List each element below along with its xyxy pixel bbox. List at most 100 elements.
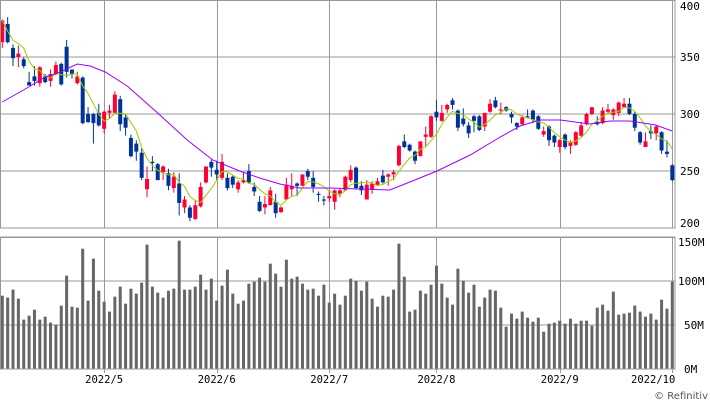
candle-body <box>16 53 21 57</box>
candle-body <box>134 143 139 152</box>
candle-body <box>375 181 380 185</box>
candle-body <box>536 116 541 129</box>
volume-bar <box>606 310 610 369</box>
candle-body <box>343 176 348 191</box>
volume-bar <box>6 297 10 369</box>
candle-body <box>413 151 418 161</box>
price-panel-frame <box>0 0 676 229</box>
volume-bar <box>413 309 417 369</box>
volume-bar <box>370 298 374 369</box>
candle-body <box>128 137 133 157</box>
candle <box>225 173 230 191</box>
candle-body <box>209 161 214 168</box>
candle-body <box>80 77 85 124</box>
volume-bar <box>552 322 556 369</box>
volume-bar <box>86 300 90 369</box>
candle-body <box>203 166 208 183</box>
candle-body <box>407 144 412 151</box>
candle-body <box>91 114 96 124</box>
candle-body <box>557 140 562 148</box>
volume-bar <box>11 289 15 369</box>
candle <box>396 144 401 167</box>
candle <box>96 103 101 127</box>
candle-body <box>616 102 621 113</box>
candle <box>482 112 487 132</box>
candle <box>37 66 42 87</box>
volume-bar <box>32 309 36 369</box>
volume-bar <box>209 278 213 369</box>
candle-body <box>27 82 32 86</box>
volume-bar <box>145 244 149 369</box>
candle-body <box>300 174 305 186</box>
volume-tick-label: 50M <box>684 319 704 332</box>
candle <box>203 166 208 184</box>
candle-body <box>43 76 48 83</box>
volume-bar <box>451 304 455 369</box>
volume-bar <box>113 296 117 369</box>
candle-body <box>332 190 337 202</box>
candle <box>536 115 541 130</box>
candle <box>423 126 428 146</box>
volume-bar <box>601 304 605 369</box>
candle-body <box>150 161 155 164</box>
volume-bar <box>531 321 535 369</box>
candle-body <box>102 111 107 129</box>
volume-bar <box>483 297 487 369</box>
candle <box>530 109 535 124</box>
candle <box>547 125 552 146</box>
date-tick-label: 2022/6 <box>198 374 236 386</box>
candle <box>198 182 203 208</box>
volume-bar <box>392 289 396 369</box>
candlesticks <box>0 17 675 222</box>
candle-body <box>509 114 514 118</box>
candle <box>187 205 192 222</box>
candle-body <box>471 116 476 121</box>
candle <box>273 193 278 218</box>
candle-body <box>86 114 91 122</box>
volume-bar <box>177 240 181 369</box>
candle <box>220 153 225 181</box>
candle-body <box>75 76 80 84</box>
volume-bar <box>220 285 224 369</box>
volume-bar <box>365 281 369 369</box>
candle <box>514 121 519 130</box>
candle <box>643 132 648 148</box>
volume-bar <box>204 289 208 369</box>
candle <box>552 134 557 148</box>
candle-body <box>391 172 396 175</box>
volume-bar <box>317 295 321 369</box>
candle-body <box>514 123 519 127</box>
candle-body <box>37 67 42 84</box>
candle <box>300 174 305 186</box>
candle-body <box>493 100 498 108</box>
volume-bar <box>660 299 664 369</box>
candle <box>332 189 337 210</box>
candle-body <box>541 131 546 135</box>
date-tick-label: 2022/5 <box>85 374 123 386</box>
volume-bars <box>0 240 674 369</box>
candle <box>257 196 262 213</box>
volume-bar <box>644 316 647 369</box>
candle <box>664 140 669 158</box>
candle-body <box>466 125 471 134</box>
candle <box>230 175 235 189</box>
candle <box>579 121 584 137</box>
volume-bar <box>590 325 594 369</box>
candle-body <box>289 185 294 190</box>
volume-bar <box>515 318 519 369</box>
candle-body <box>166 173 171 186</box>
candle-body <box>273 201 278 214</box>
candle <box>91 112 96 144</box>
credit-text: © Refinitiv <box>654 391 708 400</box>
ma-long-line <box>2 63 673 191</box>
candle <box>321 196 326 206</box>
candle <box>509 111 514 124</box>
volume-bar <box>376 306 379 369</box>
volume-axis: 150M 100M 50M 0M <box>678 236 705 376</box>
candle <box>112 91 117 113</box>
volume-bar <box>354 280 358 369</box>
volume-bar <box>156 292 160 369</box>
candle-body <box>230 176 235 185</box>
candle-body <box>482 112 487 127</box>
volume-bar <box>402 276 406 369</box>
